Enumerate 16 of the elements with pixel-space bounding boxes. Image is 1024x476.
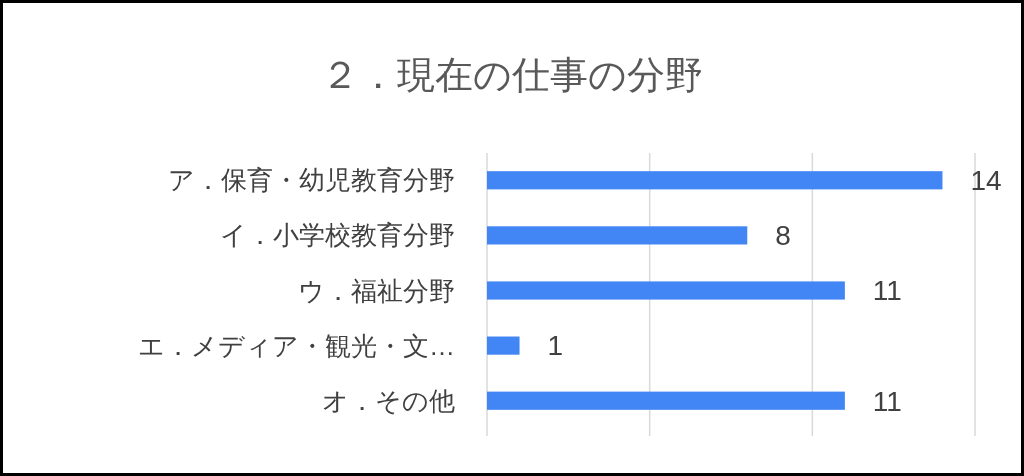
y-tick-label: イ．小学校教育分野 <box>220 220 455 251</box>
y-tick-label: エ．メディア・観光・文… <box>138 330 455 361</box>
bar <box>487 171 943 190</box>
bar <box>487 281 845 300</box>
bar <box>487 336 520 355</box>
data-label: 14 <box>970 165 1002 197</box>
data-label: 11 <box>872 385 902 417</box>
y-tick-label: ア．保育・幼児教育分野 <box>168 165 455 196</box>
y-tick-label: オ．その他 <box>322 385 455 416</box>
chart-title: ２．現在の仕事の分野 <box>321 54 703 96</box>
data-label: 8 <box>775 220 791 252</box>
y-tick-label: ウ．福祉分野 <box>298 275 455 306</box>
bar <box>487 391 845 410</box>
bar <box>487 226 748 245</box>
data-label: 11 <box>872 275 902 307</box>
data-label: 1 <box>547 330 564 362</box>
